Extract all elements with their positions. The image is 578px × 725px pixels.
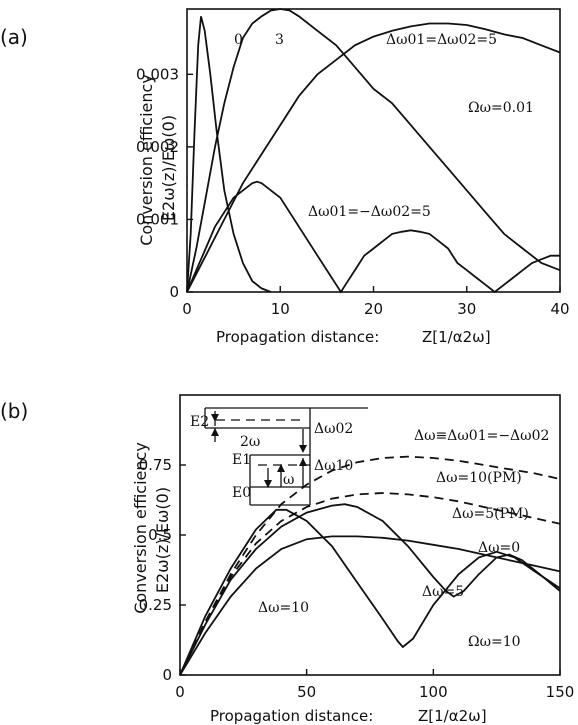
series-line [179,508,561,676]
series-line [186,180,560,294]
y-tick-label: 0.5 [148,526,172,544]
y-axis-label-b: Conversion efficiency [131,442,150,614]
panel-b: (b) 0 50 100 150 0 0.25 0.5 0.75 Conversion eff… [0,394,575,725]
inset-arrow-down-4-icon [299,445,307,453]
x-tick-label: 100 [419,683,448,701]
annotation-dw5: Δω=5 [422,584,464,600]
y-tick-label: 0.25 [139,596,172,614]
curve-group-b [179,455,561,676]
y-tick-label: 0 [169,283,179,301]
x-axis-label-b: Propagation distance: [210,707,373,725]
annotation-dw5-pm: Δω=5(PM) [452,506,529,522]
inset-label-e1: E1 [232,452,251,468]
annotation-omega-b: Ωω=10 [468,634,521,650]
x-axis-label-a: Propagation distance: [216,328,379,346]
x-tick-label: 40 [550,300,569,318]
annotation-dw10: Δω=10 [258,600,309,616]
inset-label-e2: E2 [190,414,209,430]
y-axis-sublabel-a: E2ω(z)/Eω(0) [159,115,178,221]
x-tick-label: 0 [182,300,192,318]
panel-label-b: (b) [0,399,28,423]
inset-label-omega: ω [283,472,294,488]
y-axis-label-a: Conversion efficiency [137,74,156,246]
annotation-dw10-pm: Δω=10(PM) [436,470,522,486]
x-tick-label: 0 [175,683,185,701]
y-axis-sublabel-b: E2ω(z)/Eω(0) [153,487,172,593]
tick-group-b: 0 50 100 150 0 0.25 0.5 0.75 [139,456,575,701]
inset-arrow-down-icon [211,414,219,422]
annotation-dw-opposite: Δω01=−Δω02=5 [308,204,431,220]
annotation-0: 0 [234,32,243,48]
inset-arrow-omega-icon [264,480,272,488]
series-line [186,8,561,293]
x-tick-label: 50 [297,683,316,701]
inset-label-dw02: Δω02 [314,421,353,437]
x-tick-label: 20 [364,300,383,318]
panel-label-a: (a) [0,25,28,49]
x-tick-label: 10 [271,300,290,318]
annotation-definition: Δω≡Δω01=−Δω02 [414,428,549,444]
y-tick-label: 0 [162,666,172,684]
inset-arrow-up-2-icon [277,464,285,472]
curve-group-a [186,8,561,294]
x-axis-unit-b: Z[1/α2ω] [418,707,487,725]
annotation-dw0: Δω=0 [478,540,520,556]
series-line [186,22,561,293]
series-line [179,455,561,676]
y-tick-label: 0.001 [136,210,179,228]
annotation-dw-equal: Δω01=Δω02=5 [386,32,497,48]
x-tick-label: 30 [457,300,476,318]
tick-group-a: 0 10 20 30 40 0 0.001 0.002 0.003 [136,65,570,318]
series-line [179,492,561,676]
series-line [179,503,561,676]
y-tick-label: 0.75 [139,456,172,474]
energy-level-inset: E2 E1 E0 2ω ω Δω02 Δω10 [190,407,368,506]
inset-label-e0: E0 [232,485,251,501]
inset-label-dw10: Δω10 [314,458,353,474]
y-tick-label: 0.002 [136,138,179,156]
x-axis-unit-a: Z[1/α2ω] [422,328,491,346]
annotation-3: 3 [275,32,284,48]
annotation-omega: Ωω=0.01 [468,100,534,116]
inset-label-2omega: 2ω [240,434,260,450]
x-tick-label: 150 [546,683,575,701]
y-tick-label: 0.003 [136,65,179,83]
series-line [186,16,272,293]
inset-arrow-up-3-icon [299,458,307,466]
